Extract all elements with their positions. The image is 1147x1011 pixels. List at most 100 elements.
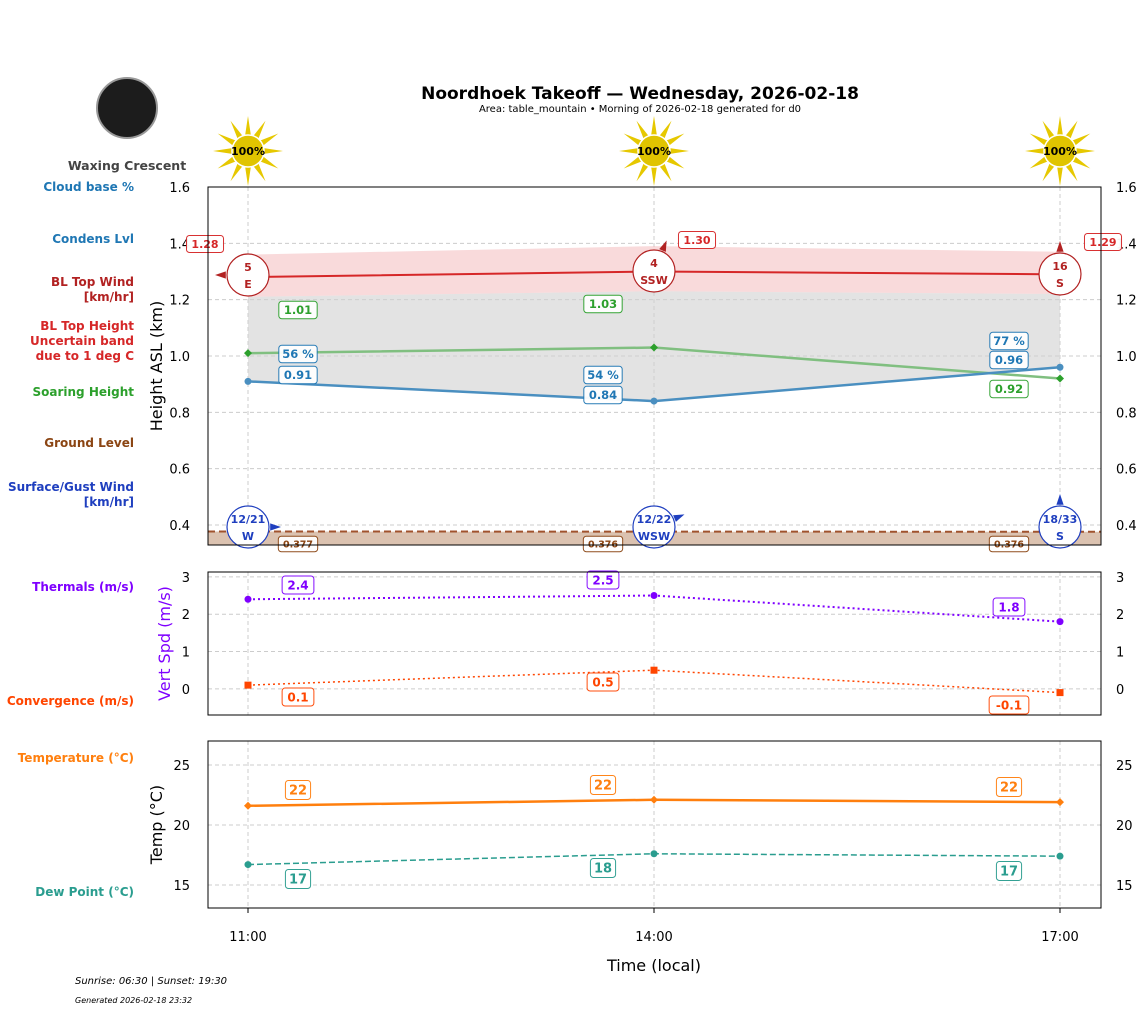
condens-level-label: 0.91 — [284, 368, 312, 382]
surface-wind-circle — [632, 505, 676, 549]
ground-level-label-box — [277, 535, 319, 553]
ground-level-label-box — [582, 535, 624, 553]
surface-wind-circle — [226, 505, 270, 549]
bl-top-label-box — [1083, 233, 1123, 251]
y-axis-label: Height ASL (km) — [147, 301, 166, 431]
plot-frame — [207, 186, 1102, 546]
surface-wind-arrow-icon — [270, 523, 281, 531]
legend-label: Thermals (m/s) — [32, 580, 134, 594]
bl-top-label: 1.29 — [1089, 236, 1116, 249]
y-tick-label: 1.6 — [169, 181, 190, 196]
data-point — [1056, 852, 1064, 860]
data-point — [244, 595, 252, 603]
y-tick-label: 1.2 — [169, 294, 190, 309]
ground-level-label-box — [988, 535, 1030, 553]
y-tick-label-right: 0.8 — [1116, 406, 1137, 421]
generated-timestamp: Generated 2026-02-18 23:32 — [75, 996, 192, 1005]
temperature-label-box — [589, 775, 617, 795]
surface-wind-arrow-icon — [673, 514, 685, 522]
y-tick-label-right: 3 — [1116, 571, 1124, 586]
y-tick-label-right: 20 — [1116, 819, 1133, 834]
sun-icon-disc — [1043, 134, 1077, 168]
y-tick-label: 0.6 — [169, 463, 190, 478]
thermals-label: 2.4 — [287, 578, 308, 592]
y-tick-label: 0.8 — [169, 406, 190, 421]
y-tick-label: 25 — [173, 759, 190, 774]
data-point — [650, 592, 658, 600]
sunrise-sunset: Sunrise: 06:30 | Sunset: 19:30 — [75, 976, 227, 987]
cloud-base-percent-label-box — [989, 331, 1029, 351]
bl-top-wind-circle — [632, 249, 676, 293]
bl-top-wind-direction: E — [244, 278, 252, 291]
legend-label: Uncertain band — [30, 334, 134, 348]
y-tick-label-right: 25 — [1116, 759, 1133, 774]
sun-percent-label: 100% — [637, 145, 671, 158]
bl-top-label: 1.28 — [191, 238, 218, 251]
surface-wind-circle — [1038, 505, 1082, 549]
x-tick-label: 17:00 — [1041, 930, 1078, 945]
bl-top-wind-circle — [1038, 252, 1082, 296]
convergence-label-box — [281, 687, 315, 707]
legend-label: Convergence (m/s) — [7, 694, 134, 708]
data-point — [650, 795, 658, 804]
data-point — [1056, 618, 1064, 626]
legend-label: Ground Level — [44, 436, 134, 450]
sun-icon-disc — [231, 134, 265, 168]
y-tick-label: 15 — [173, 879, 190, 894]
y-tick-label-right: 1.6 — [1116, 181, 1137, 196]
legend-label: Surface/Gust Wind — [8, 480, 134, 494]
temperature-label: 22 — [289, 784, 307, 799]
bl-top-wind-circle — [226, 253, 270, 297]
legend-label: [km/hr] — [84, 495, 134, 509]
chart-subtitle: Area: table_mountain • Morning of 2026-0… — [479, 104, 801, 115]
legend-label: Cloud base % — [43, 180, 134, 194]
condens-level-label: 0.96 — [995, 353, 1023, 367]
thermals-label: 2.5 — [592, 573, 613, 587]
temperature-label: 22 — [594, 779, 612, 794]
y-tick-label: 2 — [182, 608, 190, 623]
x-axis-label: Time (local) — [606, 956, 701, 975]
soaring-height-label: 1.03 — [589, 297, 617, 311]
data-point — [1056, 363, 1064, 371]
surface-wind-speed: 12/21 — [231, 513, 266, 526]
soaring-height-label-box — [278, 300, 318, 320]
cloud-base-percent-label: 54 % — [587, 368, 619, 382]
data-point — [650, 343, 658, 352]
legend-label: Condens Lvl — [52, 232, 134, 246]
bl-top-wind-speed: 16 — [1052, 260, 1068, 273]
thermals-label: 1.8 — [998, 600, 1019, 614]
condens-level-label-box — [989, 350, 1029, 370]
y-tick-label: 0.4 — [169, 519, 190, 534]
x-tick-label: 11:00 — [229, 930, 266, 945]
y-tick-label-right: 1.0 — [1116, 350, 1137, 365]
bl-top-label: 1.30 — [683, 234, 710, 247]
y-tick-label-right: 15 — [1116, 879, 1133, 894]
y-tick-label: 20 — [173, 819, 190, 834]
soaring-height-label: 0.92 — [995, 382, 1023, 396]
data-point — [244, 801, 252, 810]
convergence-label-box — [988, 695, 1030, 715]
y-tick-label-right: 0.4 — [1116, 519, 1137, 534]
data-point — [650, 666, 658, 674]
data-point — [1056, 798, 1064, 807]
plot-frame — [207, 571, 1102, 716]
condens-level-label-box — [278, 365, 318, 385]
sun-icon-disc — [637, 134, 671, 168]
moon-phase-label: Waxing Crescent — [68, 158, 186, 173]
condens-level-label: 0.84 — [589, 388, 617, 402]
dew-point-label-box — [995, 861, 1023, 881]
temperature-label-box — [995, 777, 1023, 797]
legend-label: Dew Point (°C) — [35, 885, 134, 899]
thermals-label-box — [281, 575, 315, 595]
y-tick-label-right: 0.6 — [1116, 463, 1137, 478]
bl-top-label-box — [677, 231, 717, 249]
convergence-label: -0.1 — [996, 698, 1022, 712]
bl-top-wind-arrow-icon — [659, 240, 667, 252]
soaring-height-label-box — [989, 379, 1029, 399]
temperature-label-box — [284, 780, 312, 800]
convergence-label: 0.1 — [287, 690, 308, 704]
condens-level-label-box — [583, 385, 623, 405]
legend-label: due to 1 deg C — [36, 349, 135, 363]
